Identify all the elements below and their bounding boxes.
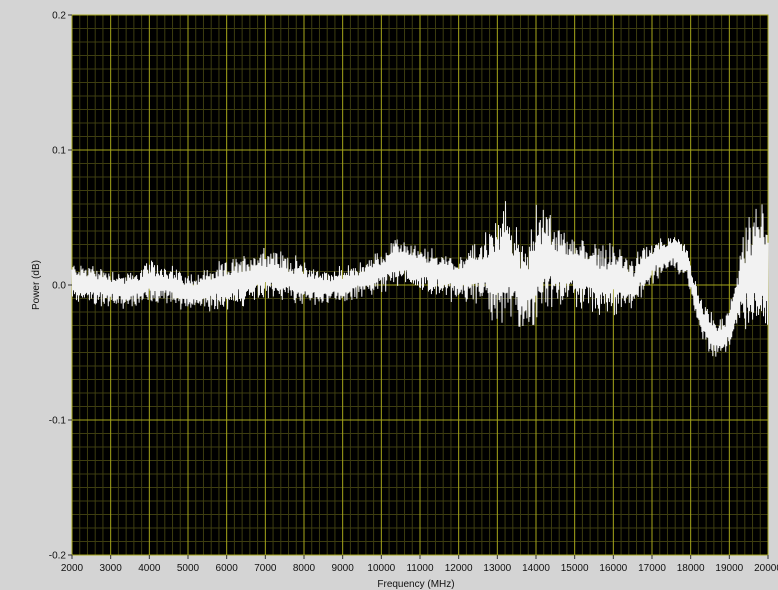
x-tick-label: 15000	[561, 563, 589, 574]
series-trace	[71, 201, 769, 357]
x-tick-label: 17000	[638, 563, 666, 574]
x-tick-label: 19000	[715, 563, 743, 574]
x-tick-label: 10000	[367, 563, 395, 574]
x-tick-label: 3000	[100, 563, 123, 574]
y-tick-label: 0.1	[52, 146, 66, 157]
y-axis-title: Power (dB)	[31, 260, 42, 310]
x-tick-label: 5000	[177, 563, 200, 574]
x-tick-label: 14000	[522, 563, 550, 574]
x-tick-label: 20000	[754, 563, 778, 574]
series-line	[71, 201, 769, 357]
x-tick-label: 12000	[445, 563, 473, 574]
x-tick-label: 18000	[677, 563, 705, 574]
x-tick-label: 4000	[138, 563, 161, 574]
y-tick-label: -0.1	[49, 416, 67, 427]
y-tick-label: -0.2	[49, 551, 67, 562]
x-tick-label: 9000	[332, 563, 355, 574]
y-axis-ticks: -0.2 -0.1 0.0 0.1 0.2	[49, 11, 72, 562]
x-tick-label: 7000	[254, 563, 277, 574]
x-tick-label: 8000	[293, 563, 316, 574]
x-axis-title: Frequency (MHz)	[377, 579, 454, 590]
y-tick-label: 0.0	[52, 281, 66, 292]
x-tick-label: 6000	[216, 563, 239, 574]
x-axis-ticks: 2000 3000 4000 5000 6000 7000 8000 9000 10000 110…	[61, 555, 778, 574]
x-tick-label: 11000	[406, 563, 434, 574]
x-tick-label: 16000	[599, 563, 627, 574]
x-tick-label: 2000	[61, 563, 84, 574]
x-tick-label: 13000	[483, 563, 511, 574]
y-tick-label: 0.2	[52, 11, 66, 22]
